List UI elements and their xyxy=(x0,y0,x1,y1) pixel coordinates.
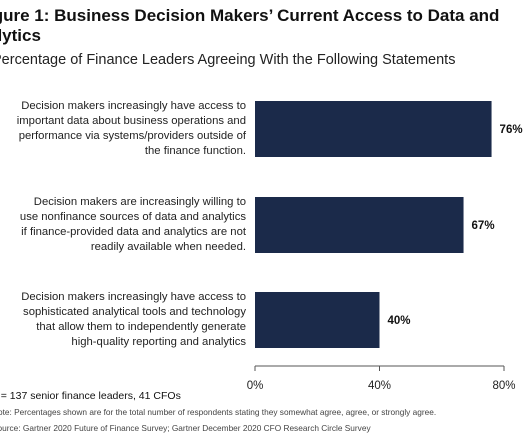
x-tick-label: 80% xyxy=(492,380,515,392)
source-note: Source: Gartner 2020 Future of Finance S… xyxy=(0,423,371,433)
category-label-line: sophisticated analytical tools and techn… xyxy=(23,306,246,318)
category-label-line: use nonfinance sources of data and analy… xyxy=(19,211,246,223)
x-tick-label: 0% xyxy=(247,380,264,392)
chart-title: igure 1: Business Decision Makers’ Curre… xyxy=(0,6,500,45)
category-label: Decision makers are increasingly willing… xyxy=(10,195,246,255)
category-label-line: Decision makers increasingly have access… xyxy=(21,100,246,112)
category-label-line: Decision makers increasingly have access… xyxy=(21,291,246,303)
category-label-line: the finance function. xyxy=(144,145,246,157)
data-label: 76% xyxy=(500,124,523,136)
sample-size-note: n = 137 senior finance leaders, 41 CFOs xyxy=(0,390,181,402)
category-label-line: high-quality reporting and analytics xyxy=(71,336,246,348)
category-label: Decision makers increasingly have access… xyxy=(10,290,246,350)
chart-subtitle: Percentage of Finance Leaders Agreeing W… xyxy=(0,52,456,68)
data-label: 40% xyxy=(388,315,411,327)
category-label-line: important data about business operations… xyxy=(16,115,246,127)
category-label: Decision makers increasingly have access… xyxy=(10,99,246,159)
category-label-line: performance via systems/providers outsid… xyxy=(18,130,246,142)
bar xyxy=(255,101,492,157)
category-label-line: Decision makers are increasingly willing… xyxy=(33,196,246,208)
bar xyxy=(255,292,380,348)
x-tick-label: 40% xyxy=(368,380,391,392)
category-label-line: readily available when needed. xyxy=(90,241,246,253)
category-label-line: that allow them to independently generat… xyxy=(36,321,246,333)
data-label: 67% xyxy=(472,220,495,232)
bar xyxy=(255,197,464,253)
footnote: Note: Percentages shown are for the tota… xyxy=(0,407,437,417)
category-label-line: if finance-provided data and analytics a… xyxy=(21,226,246,238)
